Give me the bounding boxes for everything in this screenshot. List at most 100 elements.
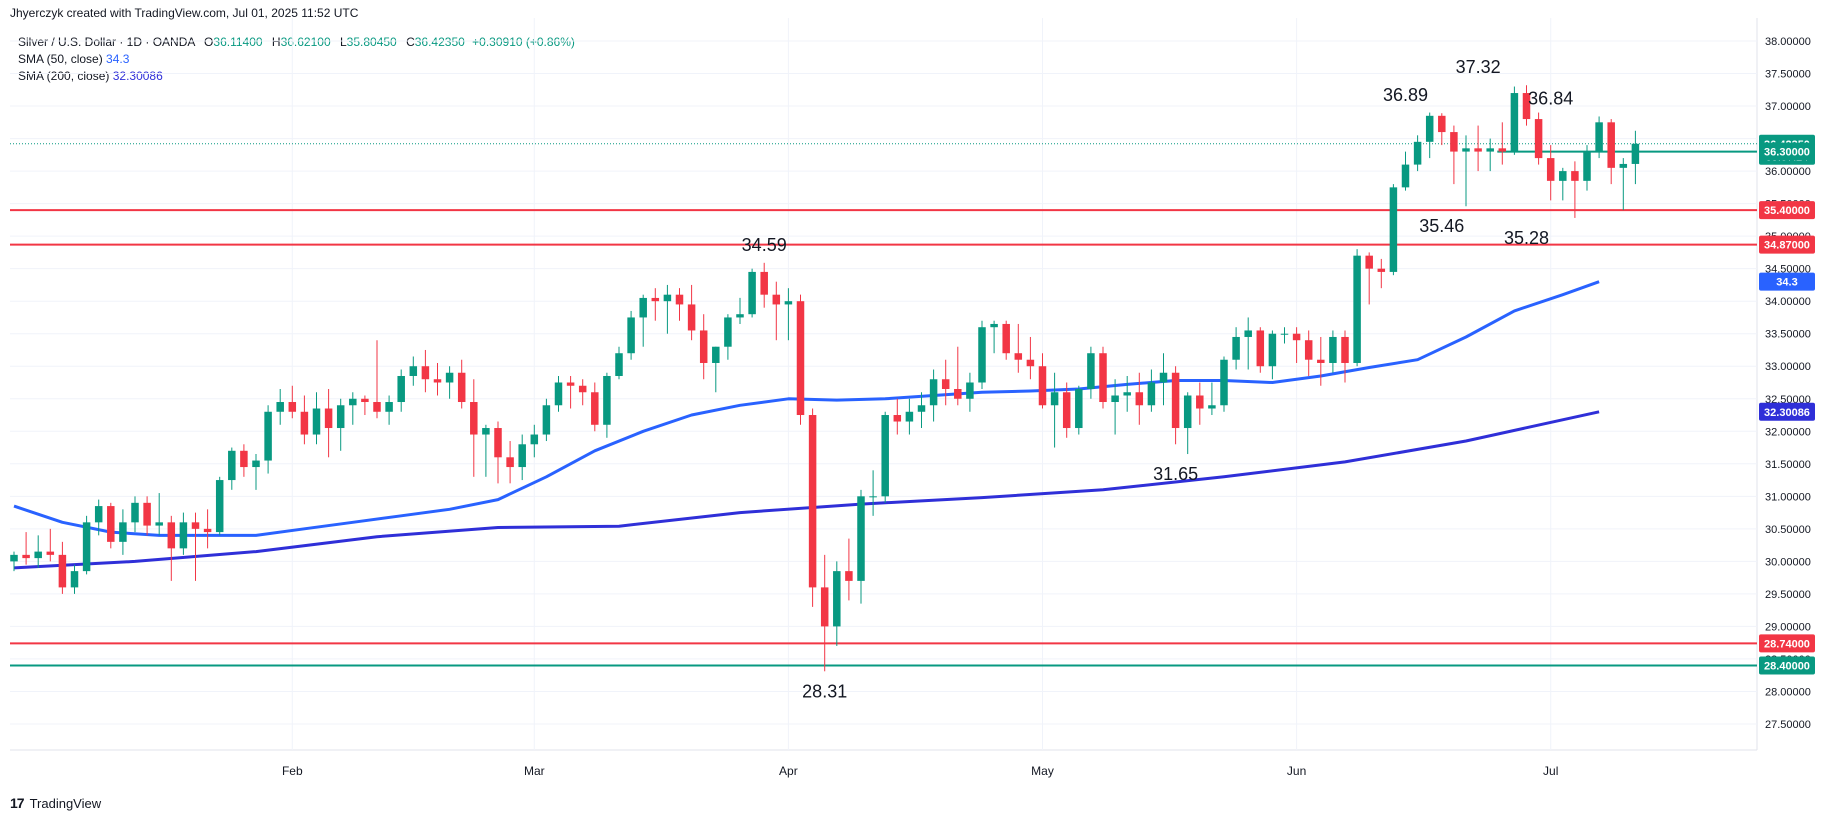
candle-body bbox=[905, 411, 914, 422]
candle-body bbox=[627, 317, 635, 354]
candle-body bbox=[1607, 122, 1615, 168]
candle-body bbox=[1256, 330, 1265, 367]
candle bbox=[409, 356, 418, 386]
candle-body bbox=[833, 571, 841, 627]
horizontal-levels bbox=[10, 143, 1757, 667]
price-chart[interactable]: 36.89 37.32 36.84 34.59 35.46 35.28 31.65 28.31… bbox=[0, 0, 1835, 790]
sma200-line bbox=[13, 410, 1600, 570]
candle-body bbox=[1075, 389, 1083, 429]
candle-body bbox=[966, 382, 974, 399]
candle-body bbox=[736, 314, 744, 318]
candle bbox=[542, 398, 551, 442]
candle bbox=[518, 434, 526, 481]
candle bbox=[1534, 112, 1543, 165]
candle bbox=[1498, 122, 1507, 165]
candle bbox=[1522, 85, 1531, 126]
candle-body bbox=[845, 571, 853, 581]
candle-body bbox=[264, 411, 272, 461]
candle bbox=[276, 389, 284, 425]
candle-body bbox=[1631, 143, 1640, 164]
y-tick-label: 27.50000 bbox=[1765, 719, 1811, 731]
candle-body bbox=[155, 522, 163, 526]
candle-body bbox=[228, 450, 236, 481]
candle-body bbox=[1510, 93, 1519, 152]
tradingview-brand-text: TradingView bbox=[29, 795, 102, 811]
tradingview-logo[interactable]: 17 TradingView bbox=[10, 795, 101, 811]
candle-body bbox=[1111, 395, 1119, 403]
candle bbox=[603, 372, 611, 438]
candle bbox=[288, 385, 297, 419]
x-tick-label: Jun bbox=[1287, 764, 1306, 778]
candle bbox=[46, 528, 55, 562]
candle-body bbox=[1026, 359, 1035, 367]
candle-body bbox=[1522, 93, 1531, 120]
candle bbox=[1595, 116, 1603, 159]
candle-body bbox=[457, 372, 466, 403]
candle-body bbox=[796, 301, 805, 416]
candle bbox=[1546, 145, 1555, 201]
price-annotation: 35.28 bbox=[1504, 228, 1549, 248]
level-price-tag-label: 35.40000 bbox=[1764, 205, 1810, 217]
candle bbox=[1571, 161, 1579, 218]
y-tick-label: 29.00000 bbox=[1765, 621, 1811, 633]
x-tick-label: Mar bbox=[524, 764, 545, 778]
price-tags: 35.4000034.8700028.7400028.4000036.42350… bbox=[1759, 134, 1815, 675]
candle bbox=[1050, 372, 1059, 448]
candle-body bbox=[300, 411, 309, 435]
candle bbox=[1462, 135, 1470, 207]
candle bbox=[1377, 258, 1386, 289]
candle bbox=[1292, 327, 1301, 363]
candle-body bbox=[518, 444, 526, 468]
candle-body bbox=[1208, 405, 1216, 409]
candle bbox=[1123, 375, 1131, 412]
candle bbox=[58, 541, 67, 594]
candle-body bbox=[566, 382, 575, 386]
sma50-line bbox=[13, 280, 1600, 537]
candle-body bbox=[421, 366, 430, 380]
candle-body bbox=[893, 415, 902, 422]
candle bbox=[1341, 330, 1349, 383]
candle-body bbox=[1002, 323, 1010, 354]
candle-body bbox=[203, 528, 212, 533]
level-price-tag bbox=[1759, 201, 1815, 220]
y-tick-label: 36.00000 bbox=[1765, 166, 1811, 178]
candle-body bbox=[58, 554, 67, 588]
candle bbox=[1208, 382, 1216, 416]
candle bbox=[470, 379, 478, 477]
price-annotation: 36.89 bbox=[1383, 85, 1428, 105]
candle-body bbox=[542, 405, 551, 435]
candle bbox=[445, 366, 454, 399]
candle-body bbox=[1268, 333, 1277, 367]
candle bbox=[1026, 336, 1035, 380]
candle bbox=[566, 375, 575, 409]
sma50-row[interactable]: SMA (50, close) 34.3 bbox=[18, 51, 575, 68]
candle-body bbox=[179, 522, 188, 549]
candle bbox=[1425, 112, 1434, 159]
candle bbox=[1014, 323, 1023, 373]
y-tick-label: 38.00000 bbox=[1765, 36, 1811, 48]
sma200-row[interactable]: SMA (200, close) 32.30086 bbox=[18, 68, 575, 85]
candle-body bbox=[1474, 148, 1482, 152]
candle bbox=[10, 551, 18, 572]
candle-body bbox=[82, 522, 91, 572]
candle bbox=[1304, 330, 1313, 376]
sma50-path bbox=[13, 280, 1600, 537]
candle bbox=[1389, 184, 1398, 276]
candle-body bbox=[591, 392, 599, 425]
candle-body bbox=[663, 294, 672, 302]
candle bbox=[1062, 382, 1071, 438]
candle bbox=[1196, 382, 1204, 425]
candle-body bbox=[373, 402, 381, 412]
candle bbox=[433, 362, 442, 396]
candle bbox=[663, 284, 672, 334]
close-value: 36.42350 bbox=[414, 35, 465, 49]
y-tick-label: 37.00000 bbox=[1765, 101, 1811, 113]
candle-body bbox=[1220, 359, 1228, 406]
candle-body bbox=[1292, 333, 1301, 341]
symbol-row[interactable]: Silver / U.S. Dollar · 1D · OANDA O36.11… bbox=[18, 34, 575, 51]
candle bbox=[1607, 119, 1615, 185]
candle bbox=[482, 424, 490, 477]
candle bbox=[1317, 336, 1325, 386]
candle-body bbox=[639, 297, 647, 318]
candles bbox=[10, 85, 1640, 672]
